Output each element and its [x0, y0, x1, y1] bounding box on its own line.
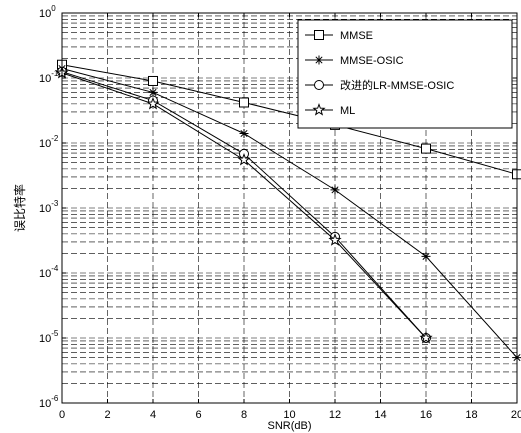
x-tick-label: 6 — [195, 409, 201, 421]
y-axis-label: 误比特率 — [12, 184, 27, 232]
data-point-square — [421, 143, 431, 154]
x-tick-label: 4 — [150, 409, 156, 421]
data-point-pentagram — [237, 152, 251, 166]
y-tick-exponent: -3 — [51, 199, 59, 208]
x-tick-label: 20 — [511, 409, 521, 421]
data-point-pentagram — [328, 233, 342, 246]
series-4 — [55, 65, 433, 344]
data-point-square — [239, 97, 249, 108]
legend-label: ML — [340, 105, 355, 117]
series-line — [61, 64, 518, 175]
legend-box — [297, 19, 513, 129]
y-tick-label: 10-3 — [39, 199, 59, 215]
y-tick-exponent: -2 — [51, 134, 59, 143]
data-point-star — [239, 129, 249, 139]
y-tick-exponent: 0 — [51, 4, 56, 13]
legend: MMSE MMSE-OSIC 改进的LR-MMSE-OSIC ML — [297, 19, 513, 129]
y-tick-label: 10-6 — [39, 394, 59, 410]
data-point-star — [330, 185, 340, 195]
legend-marker-pentagram — [312, 103, 326, 116]
x-tick-label: 10 — [283, 409, 295, 421]
y-tick-label: 10-5 — [39, 329, 59, 345]
x-tick-label: 12 — [329, 409, 341, 421]
legend-label: 改进的LR-MMSE-OSIC — [340, 78, 454, 92]
x-tick-label: 16 — [420, 409, 432, 421]
legend-label: MMSE — [340, 30, 373, 42]
data-point-pentagram — [146, 96, 160, 110]
data-point-star — [421, 251, 431, 261]
legend-marker-square — [314, 30, 324, 40]
legend-item: MMSE-OSIC — [305, 55, 404, 67]
y-tick-label: 100 — [39, 4, 56, 20]
data-point-pentagram — [419, 331, 433, 344]
legend-marker-star — [314, 55, 324, 65]
data-point-square — [148, 75, 158, 86]
legend-item: ML — [305, 103, 355, 117]
x-tick-label: 2 — [104, 409, 110, 421]
legend-item: 改进的LR-MMSE-OSIC — [305, 78, 454, 92]
series-line — [61, 68, 518, 358]
data-point-star — [148, 87, 158, 97]
legend-label: MMSE-OSIC — [340, 55, 404, 67]
x-tick-label: 8 — [241, 409, 247, 421]
x-tick-label: 14 — [374, 409, 386, 421]
y-tick-exponent: -6 — [51, 394, 59, 403]
y-tick-label: 10-4 — [39, 264, 59, 280]
y-tick-exponent: -4 — [51, 264, 59, 273]
x-axis-label: SNR(dB) — [267, 420, 311, 432]
y-tick-exponent: -5 — [51, 329, 59, 338]
x-tick-label: 18 — [465, 409, 477, 421]
y-tick-label: 10-2 — [39, 134, 59, 150]
x-tick-label: 0 — [59, 409, 65, 421]
y-tick-exponent: -1 — [51, 69, 59, 78]
legend-item: MMSE — [305, 30, 373, 42]
legend-marker-circle — [314, 80, 324, 90]
y-tick-label: 10-1 — [39, 69, 59, 85]
